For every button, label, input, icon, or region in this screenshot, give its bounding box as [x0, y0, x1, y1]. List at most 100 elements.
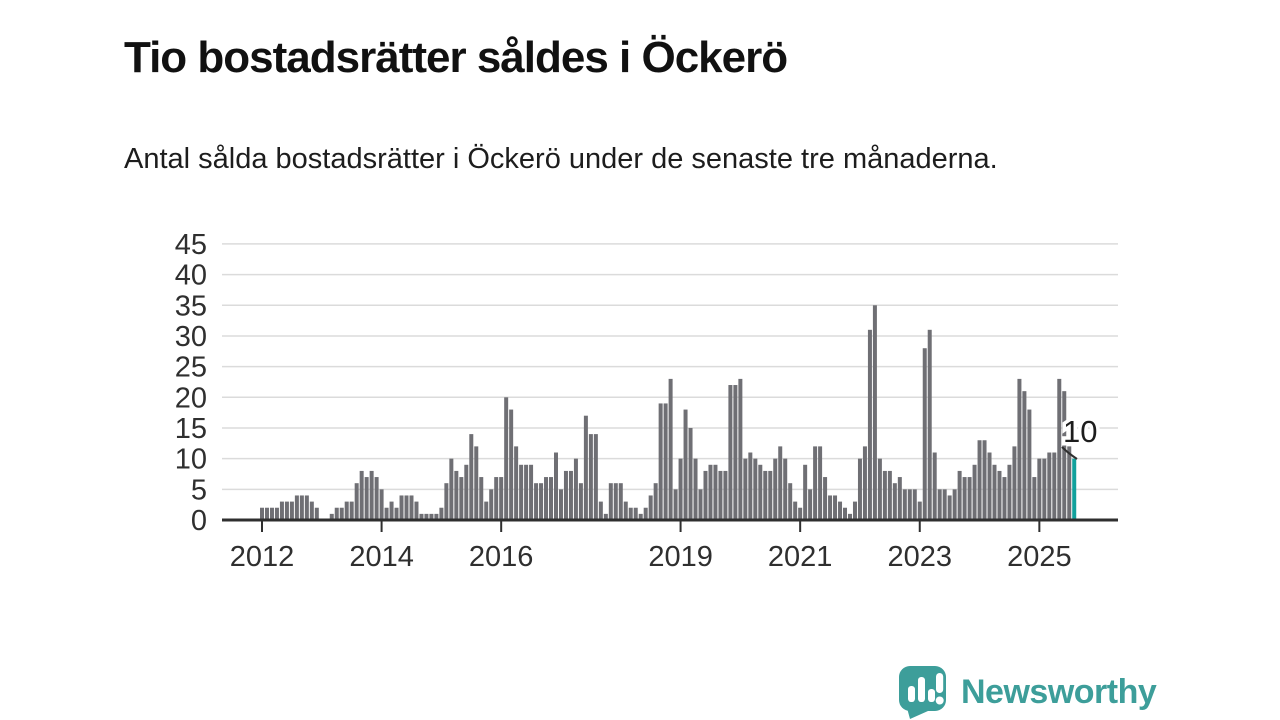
bar	[638, 513, 643, 520]
bar	[942, 489, 947, 520]
y-tick-label: 5	[191, 474, 207, 506]
bar	[618, 483, 623, 520]
bar	[628, 507, 633, 520]
bar	[578, 483, 583, 520]
bar	[469, 434, 474, 520]
bar	[608, 483, 613, 520]
bar	[593, 434, 598, 520]
bar	[1017, 378, 1022, 520]
bar	[663, 403, 668, 520]
y-tick-label: 25	[175, 352, 207, 384]
bar	[449, 458, 454, 520]
bar	[573, 458, 578, 520]
bar	[982, 440, 987, 520]
y-tick-label: 0	[191, 505, 207, 537]
bar	[603, 513, 608, 520]
newsworthy-logo: Newsworthy	[897, 664, 1157, 720]
bar	[499, 477, 504, 521]
bar	[897, 477, 902, 521]
bar	[434, 513, 439, 520]
bar	[1022, 391, 1027, 520]
bar	[1062, 391, 1067, 520]
bar	[444, 483, 449, 520]
bar	[274, 507, 279, 520]
bar	[927, 329, 932, 520]
bar	[544, 477, 549, 521]
bar	[260, 507, 264, 520]
bar	[843, 507, 848, 520]
bar	[793, 501, 798, 521]
bar	[613, 483, 618, 520]
bar	[379, 489, 384, 520]
chart-subtitle: Antal sålda bostadsrätter i Öckerö under…	[124, 143, 998, 175]
bar	[494, 477, 499, 521]
bar	[583, 415, 588, 520]
bar	[1047, 452, 1052, 520]
bar	[1032, 477, 1037, 521]
bar	[1012, 446, 1017, 520]
bar	[334, 507, 339, 520]
y-tick-label: 15	[175, 413, 207, 445]
bar	[773, 458, 778, 520]
bar	[698, 489, 703, 520]
bar	[264, 507, 269, 520]
page-title: Tio bostadsrätter såldes i Öckerö	[124, 33, 788, 83]
bar	[967, 477, 972, 521]
bar	[892, 483, 897, 520]
bar	[588, 434, 593, 520]
bar	[673, 489, 678, 520]
bar	[803, 464, 808, 520]
annotation-leader-line	[1061, 446, 1078, 460]
bar	[394, 507, 399, 520]
bar	[648, 495, 653, 520]
bar	[419, 513, 424, 520]
bar	[329, 513, 334, 520]
bar	[429, 513, 434, 520]
x-axis-labels: 2012 2014 2016 2019 2021 2023 2025	[230, 521, 1072, 573]
bar	[294, 495, 299, 520]
bar-highlight-latest	[1072, 458, 1077, 520]
bar	[554, 452, 558, 520]
bar	[838, 501, 843, 521]
x-tick-label: 2021	[768, 541, 833, 573]
x-tick-label: 2016	[469, 541, 534, 573]
bar	[1027, 409, 1032, 520]
x-tick-label: 2023	[887, 541, 952, 573]
bar	[524, 464, 529, 520]
bar	[763, 470, 768, 520]
bar	[1042, 458, 1047, 520]
bar	[877, 458, 882, 520]
bar	[519, 464, 524, 520]
bar	[384, 507, 389, 520]
bar	[733, 385, 738, 520]
bar	[1002, 477, 1007, 521]
bar	[783, 458, 788, 520]
bar	[937, 489, 942, 520]
bar	[693, 458, 698, 520]
bar	[668, 378, 673, 520]
bar	[688, 427, 693, 520]
bar	[912, 489, 917, 520]
annotation-latest-value: 10	[1063, 414, 1097, 449]
bar	[399, 495, 404, 520]
bar	[887, 470, 892, 520]
bar	[683, 409, 688, 520]
bar	[339, 507, 344, 520]
bar	[623, 501, 628, 521]
bar	[678, 458, 683, 520]
bar	[269, 507, 274, 520]
annotation-latest: 10	[1060, 411, 1101, 460]
bar	[987, 452, 992, 520]
bar	[354, 483, 359, 520]
bar	[862, 446, 867, 520]
bar	[947, 495, 952, 520]
bar	[962, 477, 967, 521]
bar	[414, 501, 419, 521]
bar	[359, 470, 364, 520]
bar	[409, 495, 414, 520]
bar	[907, 489, 912, 520]
bar	[289, 501, 294, 521]
y-tick-label: 35	[175, 290, 207, 322]
